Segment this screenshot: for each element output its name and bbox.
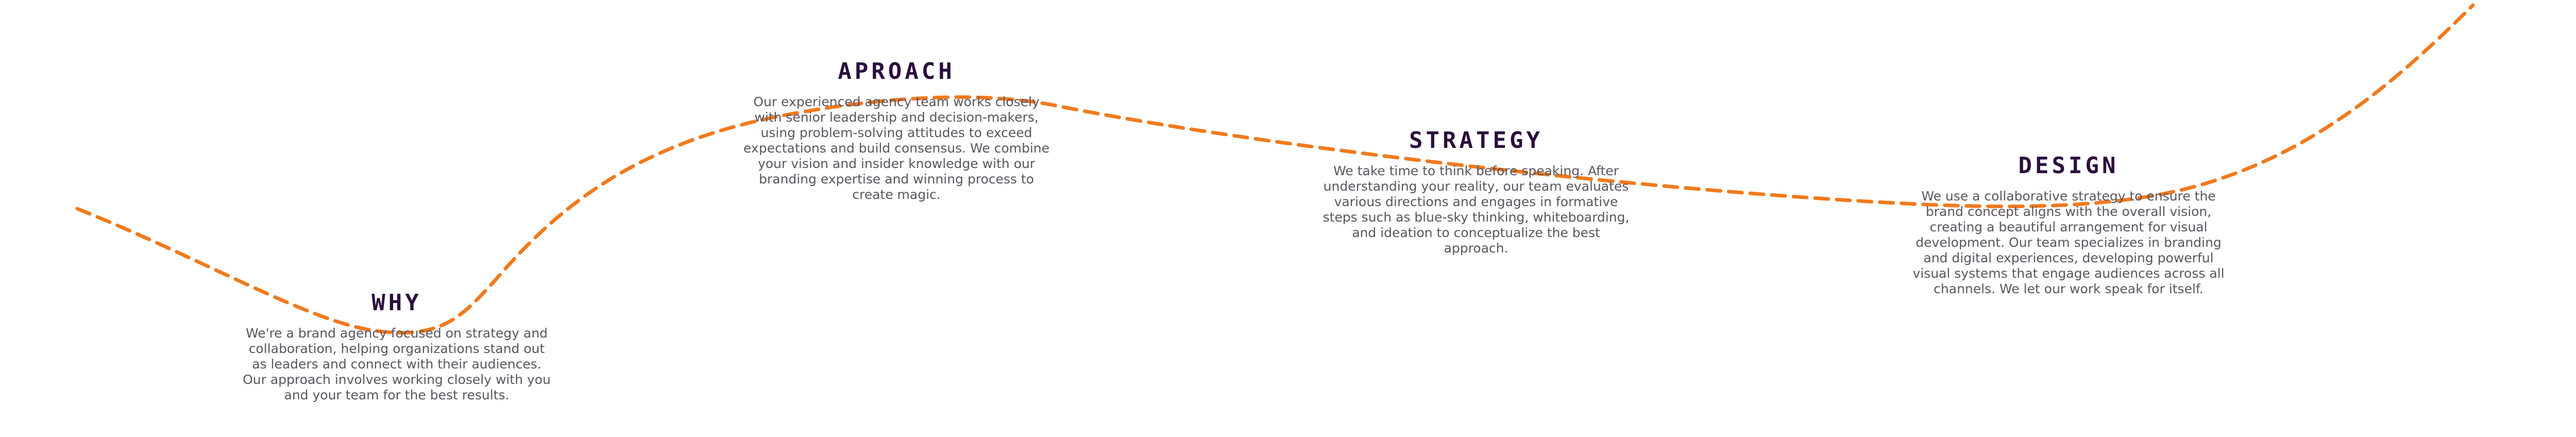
step-why: WHY We're a brand agency focused on stra… <box>242 292 551 403</box>
step-title: STRATEGY <box>1409 127 1543 154</box>
step-strategy: STRATEGY We take time to think before sp… <box>1319 129 1633 256</box>
step-title: DESIGN <box>2018 153 2119 179</box>
step-title: APROACH <box>838 58 955 85</box>
step-design: DESIGN We use a collaborative strategy t… <box>1911 155 2226 297</box>
step-description: We take time to think before speaking. A… <box>1323 163 1630 256</box>
step-aproach: APROACH Our experienced agency team work… <box>739 60 1054 203</box>
step-description: Our experienced agency team works closel… <box>743 94 1050 202</box>
step-description: We use a collaborative strategy to ensur… <box>1912 189 2225 296</box>
step-title: WHY <box>371 290 422 316</box>
step-description: We're a brand agency focused on strategy… <box>243 326 551 402</box>
